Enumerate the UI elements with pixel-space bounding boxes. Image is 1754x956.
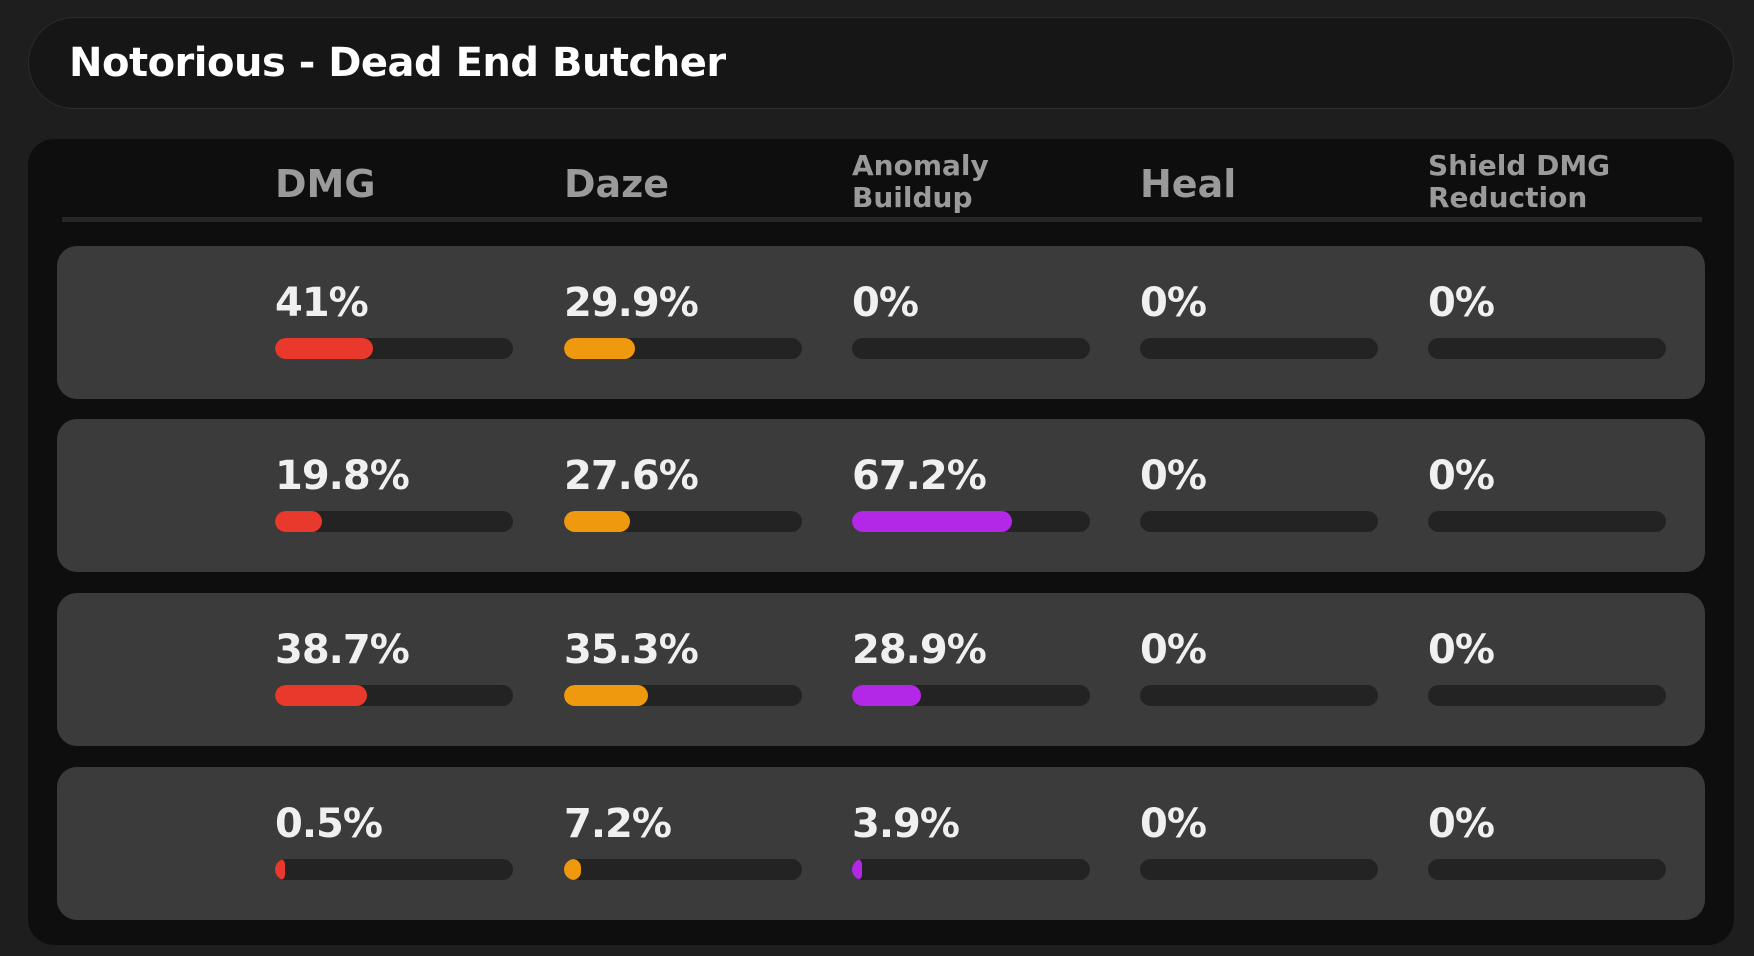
bar-track (1428, 511, 1666, 532)
bar-track (852, 685, 1090, 706)
bar (275, 338, 373, 359)
bar (564, 511, 630, 532)
value-label: 0% (1428, 280, 1495, 326)
bar-track (275, 338, 513, 359)
bar (564, 685, 648, 706)
value-label: 0% (1428, 627, 1495, 673)
bar-track (852, 338, 1090, 359)
value-label: 41% (275, 280, 369, 326)
bar (275, 511, 323, 532)
row (57, 593, 1705, 746)
column-header: Shield DMG Reduction (1428, 149, 1611, 214)
value-label: 29.9% (564, 280, 699, 326)
value-label: 0% (1140, 453, 1207, 499)
bar-track (564, 859, 802, 880)
value-label: 35.3% (564, 627, 699, 673)
bar (564, 859, 582, 880)
bar (852, 859, 862, 880)
bar-track (1428, 338, 1666, 359)
title: Notorious - Dead End Butcher (69, 40, 726, 86)
bar-track (275, 511, 513, 532)
value-label: 0% (1428, 453, 1495, 499)
column-header: Heal (1140, 162, 1237, 206)
bar (564, 338, 636, 359)
title-bar (28, 17, 1734, 109)
bar-track (1140, 859, 1378, 880)
value-label: 0% (1140, 801, 1207, 847)
bar-track (275, 685, 513, 706)
value-label: 67.2% (852, 453, 987, 499)
bar (275, 685, 368, 706)
bar-track (1428, 685, 1666, 706)
bar-track (1428, 859, 1666, 880)
bar-track (852, 511, 1090, 532)
column-header: Daze (564, 162, 670, 206)
bar (852, 511, 1012, 532)
bar-track (564, 338, 802, 359)
bar-track (852, 859, 1090, 880)
bar (852, 685, 921, 706)
bar-track (275, 859, 513, 880)
value-label: 19.8% (275, 453, 410, 499)
bar-track (1140, 511, 1378, 532)
value-label: 0.5% (275, 801, 383, 847)
value-label: 38.7% (275, 627, 410, 673)
bar-track (564, 685, 802, 706)
value-label: 28.9% (852, 627, 987, 673)
column-header: DMG (275, 162, 376, 206)
value-label: 27.6% (564, 453, 699, 499)
bar (275, 859, 285, 880)
value-label: 3.9% (852, 801, 960, 847)
value-label: 0% (852, 280, 919, 326)
bar-track (1140, 338, 1378, 359)
value-label: 7.2% (564, 801, 672, 847)
bar-track (1140, 685, 1378, 706)
row (57, 767, 1705, 920)
row (57, 419, 1705, 572)
column-header: Anomaly Buildup (852, 149, 989, 214)
divider (62, 217, 1702, 222)
value-label: 0% (1140, 280, 1207, 326)
bar-track (564, 511, 802, 532)
value-label: 0% (1140, 627, 1207, 673)
value-label: 0% (1428, 801, 1495, 847)
row (57, 246, 1705, 399)
